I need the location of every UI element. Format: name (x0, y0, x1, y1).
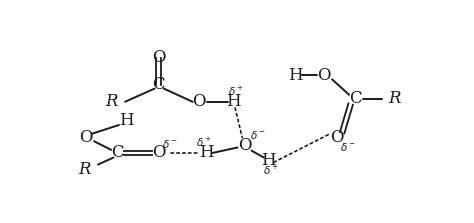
Text: $\delta^-$: $\delta^-$ (340, 141, 356, 153)
Text: O: O (330, 129, 344, 146)
Text: $\delta^-$: $\delta^-$ (250, 129, 265, 141)
Text: O: O (192, 93, 206, 110)
Text: H: H (261, 152, 276, 169)
Text: $\delta^+$: $\delta^+$ (228, 85, 244, 98)
Text: H: H (226, 93, 241, 110)
Text: C: C (349, 90, 362, 107)
Text: $\delta^+$: $\delta^+$ (196, 136, 212, 149)
Text: O: O (80, 129, 93, 146)
Text: R: R (388, 90, 401, 107)
Text: R: R (78, 161, 91, 178)
Text: O: O (152, 145, 165, 161)
Text: $\delta^+$: $\delta^+$ (263, 164, 279, 177)
Text: C: C (111, 145, 124, 161)
Text: H: H (288, 67, 303, 84)
Text: H: H (119, 112, 134, 129)
Text: H: H (199, 145, 214, 161)
Text: O: O (152, 49, 165, 66)
Text: C: C (152, 76, 165, 93)
Text: R: R (105, 93, 118, 110)
Text: O: O (238, 137, 252, 154)
Text: O: O (318, 67, 331, 84)
Text: $\delta^-$: $\delta^-$ (162, 138, 178, 150)
